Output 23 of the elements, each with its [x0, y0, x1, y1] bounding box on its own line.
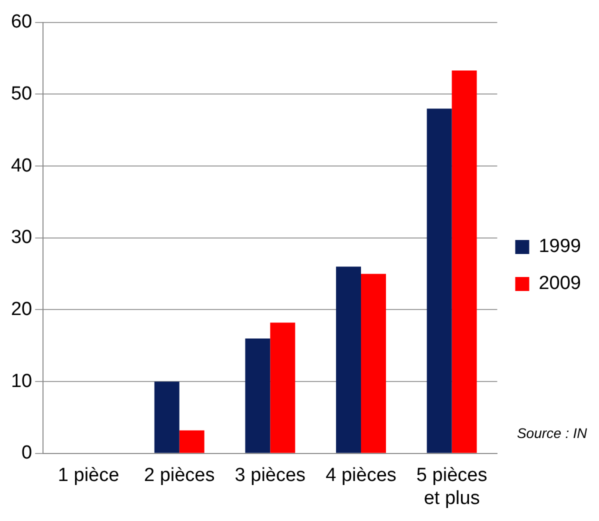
y-tick-label: 10: [10, 370, 32, 392]
y-tick-label: 40: [10, 155, 32, 176]
bar: [154, 382, 180, 453]
x-tick-label: 4 pièces: [326, 465, 396, 486]
y-tick-label: 60: [10, 12, 32, 33]
x-tick-label: 2 pièces: [144, 465, 215, 486]
y-tick-label: 20: [10, 298, 32, 320]
y-tick-label: 0: [22, 442, 32, 464]
legend-label: 2009: [538, 273, 582, 294]
legend-label: 1999: [538, 236, 582, 258]
bar: [361, 274, 386, 453]
bar: [426, 108, 452, 453]
bar: [336, 266, 362, 453]
y-tick-label: 30: [10, 227, 32, 248]
x-tick-label: 5 pièces et plus: [416, 465, 488, 509]
bar: [270, 322, 296, 453]
bar: [452, 70, 477, 453]
y-tick-label: 50: [10, 83, 32, 104]
bar: [245, 338, 270, 453]
bar: [179, 430, 204, 453]
x-tick-label: 1 pièce: [58, 465, 120, 486]
x-tick-label: 3 pièces: [234, 465, 306, 486]
source-note: Source : IN: [516, 425, 588, 441]
